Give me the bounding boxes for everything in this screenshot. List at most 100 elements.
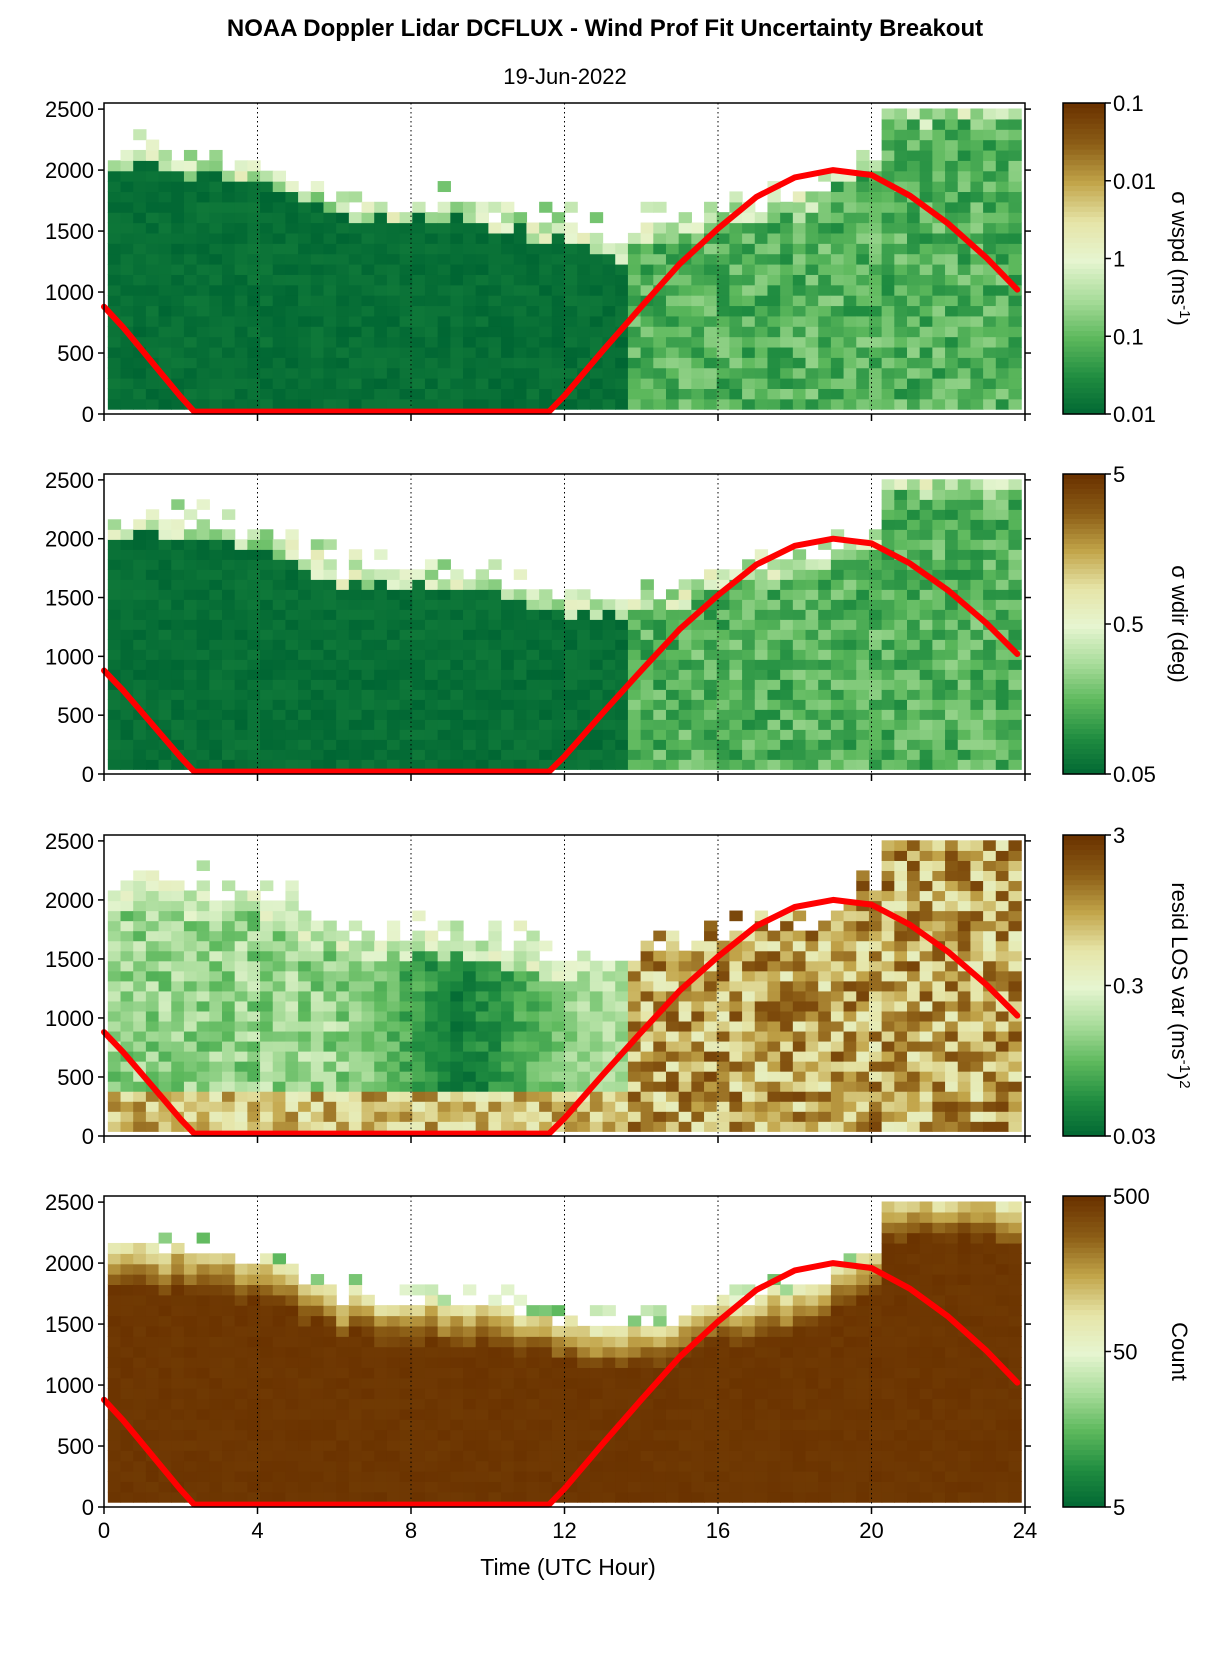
heatmap-cell xyxy=(336,378,350,389)
colorbar-swatch xyxy=(1063,123,1105,130)
heatmap-cell xyxy=(437,920,451,932)
heatmap-cell xyxy=(424,253,439,265)
heatmap-cell xyxy=(272,549,287,560)
heatmap-cell xyxy=(386,357,401,369)
heatmap-cell xyxy=(399,1061,413,1072)
heatmap-cell xyxy=(995,1091,1010,1102)
heatmap-cell xyxy=(196,960,210,972)
heatmap-cell xyxy=(361,759,375,770)
heatmap-cell xyxy=(272,274,287,286)
heatmap-cell xyxy=(843,1051,857,1062)
heatmap-cell xyxy=(843,181,857,193)
heatmap-cell xyxy=(602,1071,616,1082)
heatmap-cell xyxy=(716,749,731,760)
heatmap-cell xyxy=(145,890,160,902)
heatmap-cell xyxy=(653,326,667,338)
heatmap-cell xyxy=(830,212,845,224)
heatmap-cell xyxy=(881,900,895,912)
heatmap-cell xyxy=(361,295,375,307)
heatmap-cell xyxy=(907,326,921,338)
heatmap-cell xyxy=(412,970,426,982)
heatmap-cell xyxy=(285,1010,299,1022)
heatmap-cell xyxy=(691,1051,705,1062)
heatmap-cell xyxy=(463,367,477,379)
heatmap-cell xyxy=(234,980,248,992)
heatmap-cell xyxy=(323,539,337,550)
heatmap-cell xyxy=(957,719,972,730)
heatmap-cell xyxy=(856,398,870,410)
heatmap-cell xyxy=(171,719,185,730)
heatmap-cell xyxy=(463,263,477,275)
heatmap-cell xyxy=(983,305,997,317)
heatmap-cell xyxy=(424,1051,439,1062)
heatmap-cell xyxy=(513,274,528,286)
heatmap-cell xyxy=(196,970,210,982)
heatmap-cell xyxy=(868,930,883,942)
heatmap-cell xyxy=(577,1030,591,1042)
heatmap-cell xyxy=(881,170,895,182)
heatmap-cell xyxy=(742,1051,756,1062)
heatmap-cell xyxy=(158,559,172,570)
heatmap-cell xyxy=(222,559,236,570)
heatmap-cell xyxy=(932,910,946,922)
heatmap-cell xyxy=(970,950,984,962)
colorbar-swatch xyxy=(1063,679,1105,685)
heatmap-cell xyxy=(945,284,959,296)
heatmap-cell xyxy=(691,990,705,1002)
heatmap-cell xyxy=(957,170,972,182)
colorbar-wdir: 50.50.05σ wdir (deg) xyxy=(1062,462,1192,787)
heatmap-cell xyxy=(475,263,489,275)
heatmap-cell xyxy=(298,1071,312,1082)
heatmap-cell xyxy=(475,1000,489,1012)
heatmap-cell xyxy=(526,649,540,660)
heatmap-cell xyxy=(310,920,325,932)
heatmap-cell xyxy=(298,699,312,710)
heatmap-cell xyxy=(298,569,312,580)
heatmap-cell xyxy=(932,336,946,348)
heatmap-cell xyxy=(856,709,870,720)
colorbar-swatch xyxy=(1063,346,1105,353)
heatmap-cell xyxy=(678,1101,692,1112)
heatmap-cell xyxy=(501,305,515,317)
heatmap-cell xyxy=(145,263,160,275)
heatmap-cell xyxy=(704,367,718,379)
heatmap-cell xyxy=(678,659,692,670)
heatmap-cell xyxy=(285,920,299,932)
heatmap-cell xyxy=(780,559,794,570)
heatmap-cell xyxy=(907,729,921,740)
heatmap-cell xyxy=(222,970,236,982)
heatmap-cell xyxy=(577,1111,591,1122)
heatmap-cell xyxy=(640,1091,654,1102)
heatmap-cell xyxy=(653,274,667,286)
heatmap-cell xyxy=(298,970,312,982)
heatmap-cell xyxy=(171,1101,185,1112)
heatmap-cell xyxy=(716,629,731,640)
heatmap-cell xyxy=(564,398,578,410)
heatmap-cell xyxy=(602,719,616,730)
heatmap-cell xyxy=(830,960,845,972)
heatmap-cell xyxy=(742,232,756,244)
heatmap-cell xyxy=(310,759,325,770)
heatmap-cell xyxy=(894,930,908,942)
heatmap-cell xyxy=(957,870,972,882)
heatmap-cell xyxy=(196,980,210,992)
heatmap-cell xyxy=(158,569,172,580)
heatmap-cell xyxy=(539,1000,553,1012)
heatmap-cell xyxy=(957,629,972,640)
heatmap-cell xyxy=(348,719,363,730)
heatmap-cell xyxy=(260,739,274,750)
heatmap-cell xyxy=(932,326,946,338)
heatmap-cell xyxy=(945,367,959,379)
heatmap-cell xyxy=(742,749,756,760)
heatmap-cell xyxy=(729,346,743,358)
heatmap-cell xyxy=(627,388,642,400)
heatmap-cell xyxy=(577,357,591,369)
heatmap-cell xyxy=(133,1091,147,1102)
heatmap-cell xyxy=(551,679,566,690)
heatmap-cell xyxy=(792,579,807,590)
heatmap-cell xyxy=(171,880,185,892)
heatmap-cell xyxy=(526,729,540,740)
heatmap-cell xyxy=(919,990,933,1002)
heatmap-cell xyxy=(222,378,236,389)
heatmap-cell xyxy=(183,609,198,620)
